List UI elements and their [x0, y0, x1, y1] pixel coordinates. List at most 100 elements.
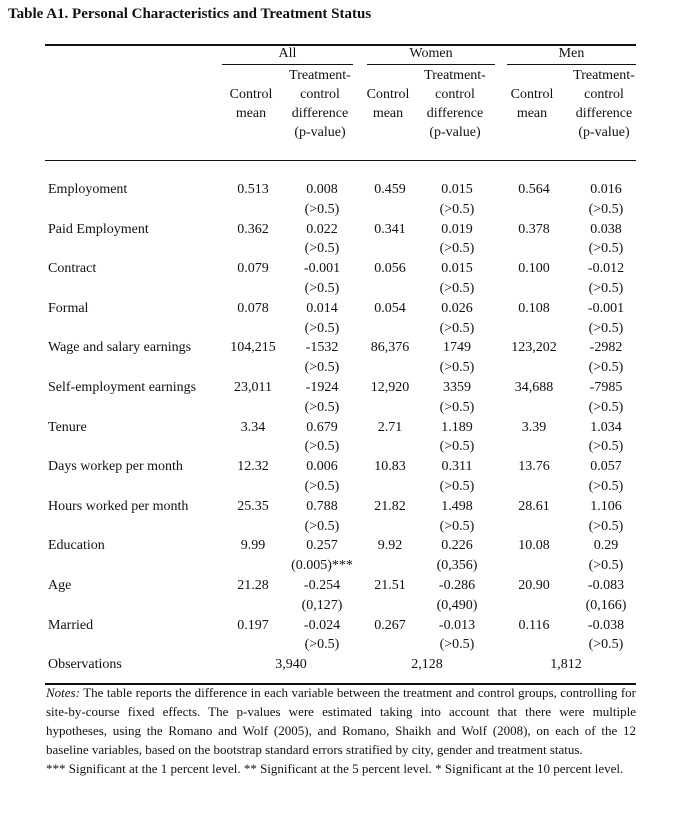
control-mean-cell: 34,688: [514, 379, 554, 395]
empty-cell: [222, 596, 284, 616]
difference-cell: 1.106: [590, 498, 622, 514]
p-value-cell: (>0.5): [439, 360, 475, 376]
control-mean-cell: 13.76: [518, 459, 550, 475]
group-underline-all: [222, 64, 353, 65]
row-label: Days workep per month: [48, 459, 183, 475]
empty-cell: [360, 319, 420, 339]
table-row: Age 21.28 -0.254 21.51 -0.286 20.90 -0.083: [45, 576, 638, 596]
difference-cell: 0.008: [306, 182, 338, 197]
empty-cell: [45, 635, 222, 655]
subheader-control-mean-men: Control mean: [497, 85, 567, 123]
results-table: Employoment 0.513 0.008 0.459 0.015 0.564 0.01…: [45, 180, 638, 675]
table-row-pvalue: (>0.5) (>0.5) (>0.5): [45, 200, 638, 220]
difference-cell: -1924: [305, 379, 339, 395]
table-row: Hours worked per month 25.35 0.788 21.82 1.4…: [45, 497, 638, 517]
empty-cell: [494, 319, 574, 339]
p-value-cell: (0,356): [436, 558, 478, 574]
empty-cell: [45, 517, 222, 537]
row-label: Married: [48, 617, 94, 633]
control-mean-cell: 23,011: [234, 379, 272, 395]
p-value-cell: (>0.5): [439, 518, 475, 534]
difference-cell: 0.257: [306, 538, 338, 554]
table-row-pvalue: (>0.5) (>0.5) (>0.5): [45, 635, 638, 655]
empty-cell: [222, 556, 284, 576]
control-mean-cell: 0.079: [237, 261, 269, 277]
p-value-cell: (>0.5): [439, 241, 475, 257]
p-value-cell: (>0.5): [588, 478, 624, 494]
notes-text: The table reports the difference in each…: [46, 685, 636, 757]
subheader-control-mean-all: Control mean: [216, 85, 286, 123]
table-row: Days workep per month 12.32 0.006 10.83 0.31…: [45, 457, 638, 477]
p-value-cell: (>0.5): [304, 360, 340, 376]
table-row: Tenure 3.34 0.679 2.71 1.189 3.39 1.034: [45, 418, 638, 438]
difference-cell: -0.012: [587, 261, 625, 277]
subheader-line: control: [435, 87, 475, 102]
subheader-control-mean-women: Control mean: [353, 85, 423, 123]
control-mean-cell: 0.564: [518, 182, 550, 197]
row-label: Tenure: [48, 419, 87, 435]
empty-cell: [494, 556, 574, 576]
table-row-pvalue: (>0.5) (>0.5) (>0.5): [45, 437, 638, 457]
significance-note: *** Significant at the 1 percent level. …: [46, 761, 624, 776]
subheader-line: (p-value): [429, 125, 481, 140]
group-underline-women: [367, 64, 495, 65]
empty-cell: [222, 398, 284, 418]
empty-cell: [45, 398, 222, 418]
p-value-cell: (>0.5): [304, 241, 340, 257]
control-mean-cell: 25.35: [237, 498, 269, 514]
subheader-line: mean: [516, 106, 548, 121]
difference-cell: -0.013: [438, 617, 476, 633]
row-label: Observations: [48, 657, 122, 673]
control-mean-cell: 3.34: [240, 419, 266, 435]
control-mean-cell: 3.39: [521, 419, 547, 435]
notes-lead: Notes:: [46, 685, 80, 700]
p-value-cell: (>0.5): [304, 439, 340, 455]
header-rule: [45, 160, 636, 161]
control-mean-cell: 21.82: [374, 498, 406, 514]
subheader-line: Control: [510, 87, 554, 102]
empty-cell: [494, 437, 574, 457]
empty-cell: [222, 517, 284, 537]
group-underline-men: [507, 64, 636, 65]
p-value-cell: (>0.5): [439, 201, 475, 217]
control-mean-cell: 9.92: [377, 538, 403, 554]
p-value-cell: (>0.5): [304, 637, 340, 653]
bottom-rule: [45, 683, 636, 685]
p-value-cell: (0,490): [436, 597, 478, 613]
difference-cell: 0.026: [441, 300, 473, 316]
control-mean-cell: 0.100: [518, 261, 550, 277]
subheader-line: Treatment-: [289, 68, 351, 83]
row-label: Age: [48, 577, 72, 593]
empty-cell: [494, 200, 574, 220]
row-label: Employoment: [48, 182, 128, 197]
subheader-difference-men: Treatment-control difference (p-value): [559, 66, 649, 142]
p-value-cell: (>0.5): [588, 439, 624, 455]
observations-cell: 3,940: [275, 657, 307, 673]
subheader-line: control: [300, 87, 340, 102]
empty-cell: [360, 398, 420, 418]
table-row-pvalue: (>0.5) (>0.5) (>0.5): [45, 477, 638, 497]
p-value-cell: (>0.5): [588, 399, 624, 415]
empty-cell: [222, 635, 284, 655]
control-mean-cell: 21.28: [237, 577, 269, 593]
empty-cell: [360, 437, 420, 457]
table-row: Formal 0.078 0.014 0.054 0.026 0.108 -0.001: [45, 299, 638, 319]
table-row: Paid Employment 0.362 0.022 0.341 0.019 0.378…: [45, 220, 638, 240]
control-mean-cell: 12.32: [237, 459, 269, 475]
row-label: Contract: [48, 261, 97, 277]
table-row: Employoment 0.513 0.008 0.459 0.015 0.564 0.01…: [45, 180, 638, 200]
subheader-difference-all: Treatment-control difference (p-value): [275, 66, 365, 142]
difference-cell: 0.014: [306, 300, 338, 316]
difference-cell: 0.226: [441, 538, 473, 554]
empty-cell: [494, 398, 574, 418]
control-mean-cell: 10.08: [518, 538, 550, 554]
subheader-line: difference: [426, 106, 484, 121]
empty-cell: [222, 319, 284, 339]
p-value-cell: (>0.5): [588, 558, 624, 574]
p-value-cell: (>0.5): [439, 320, 475, 336]
subheader-line: mean: [235, 106, 267, 121]
empty-cell: [222, 358, 284, 378]
subheader-difference-women: Treatment-control difference (p-value): [410, 66, 500, 142]
empty-cell: [360, 358, 420, 378]
empty-cell: [222, 279, 284, 299]
